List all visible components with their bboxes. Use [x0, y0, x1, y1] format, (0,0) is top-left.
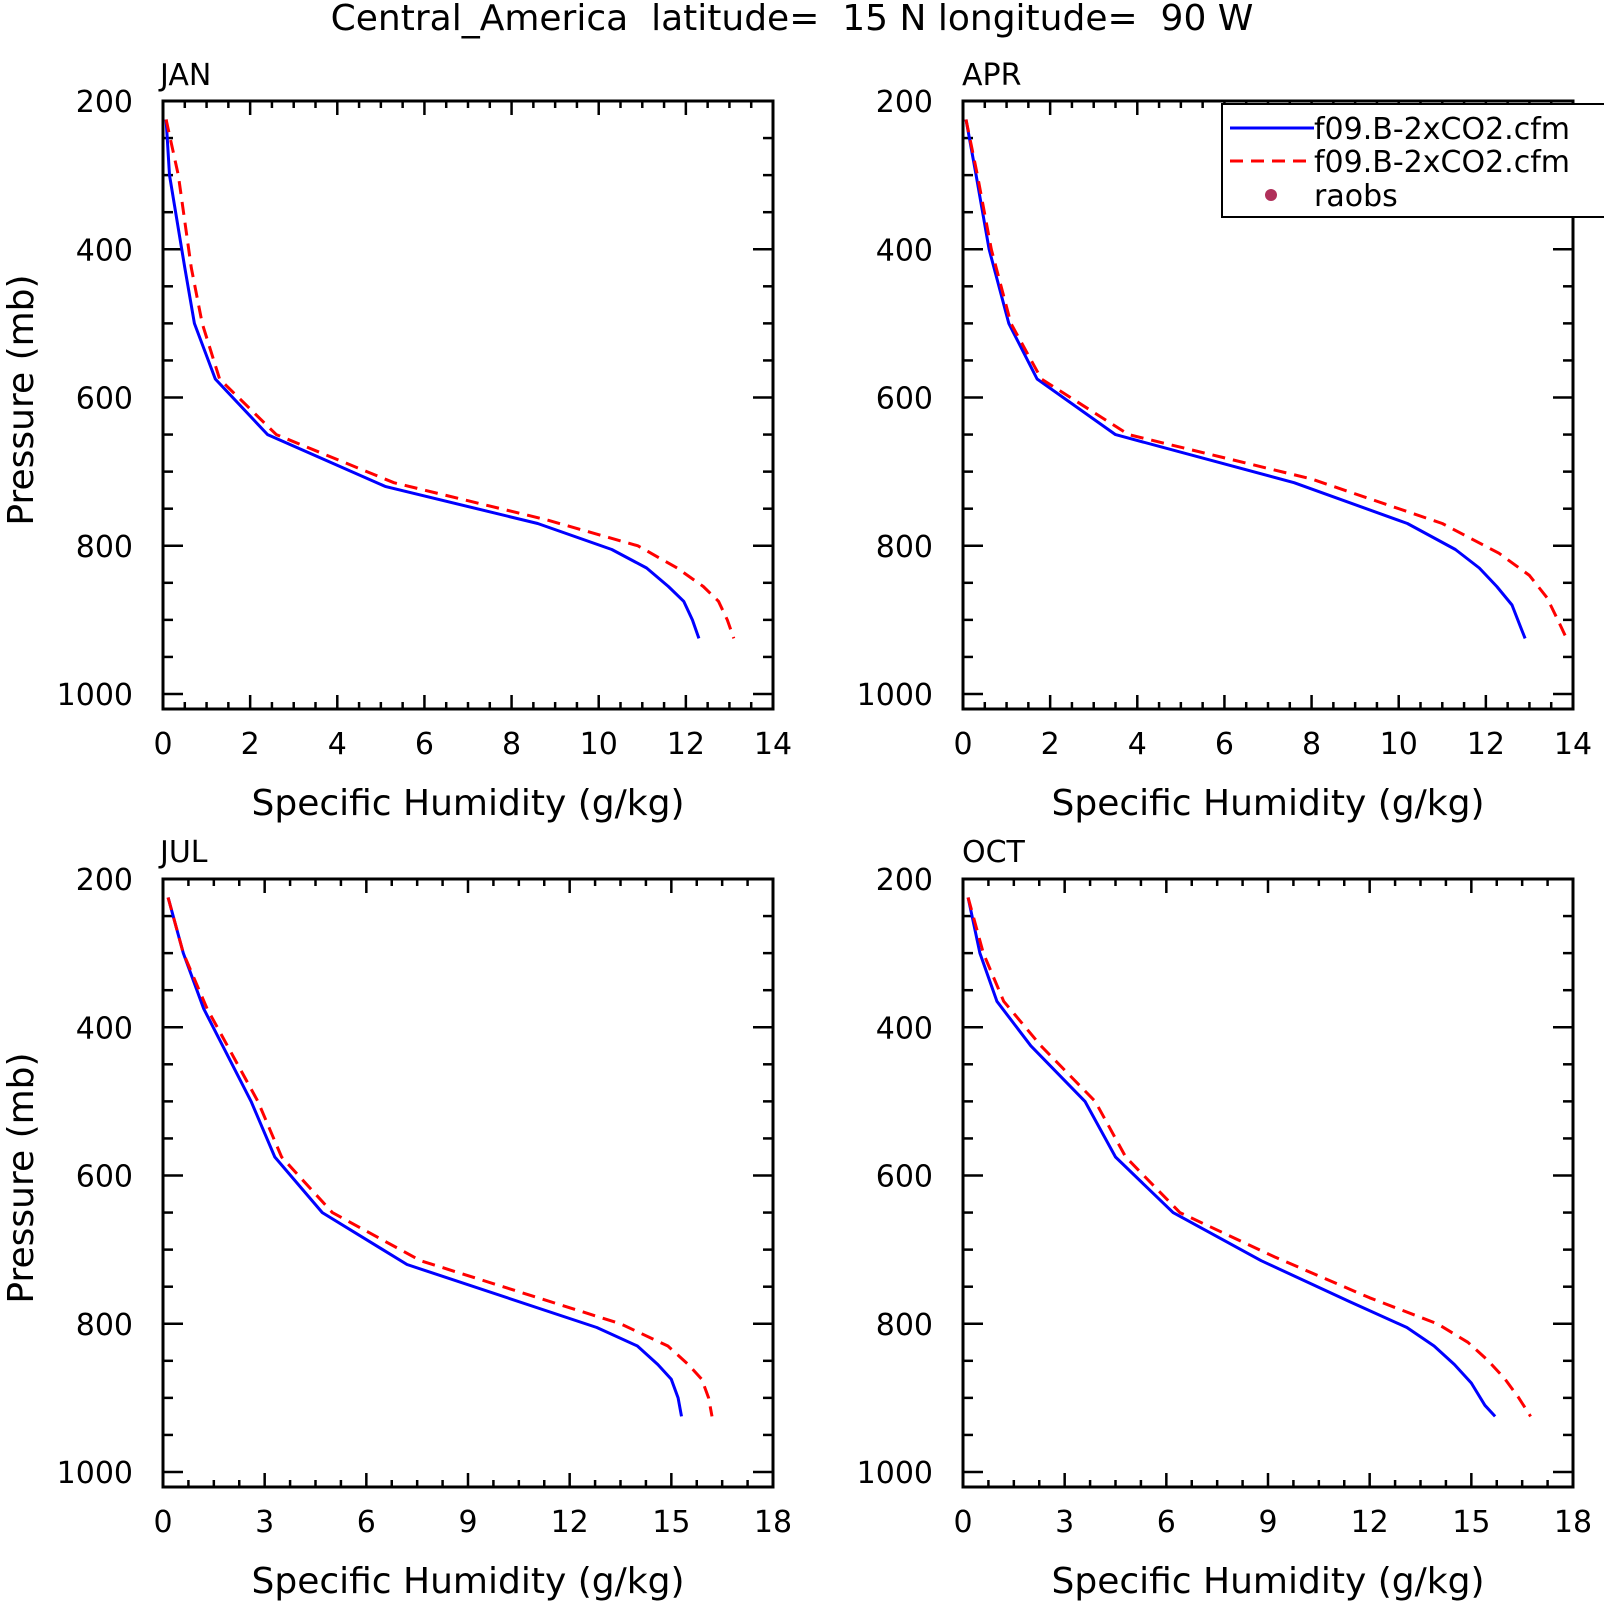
- x-tick-label: 18: [1554, 1505, 1592, 1540]
- legend-marker-raobs: [1265, 189, 1277, 201]
- y-tick-label: 600: [76, 382, 133, 417]
- y-tick-label: 1000: [57, 1456, 133, 1491]
- x-tick-label: 8: [502, 727, 521, 762]
- x-tick-label: 0: [153, 1505, 172, 1540]
- x-tick-label: 4: [328, 727, 347, 762]
- plot-frame: [161, 877, 775, 1489]
- x-tick-label: 4: [1128, 727, 1147, 762]
- legend-box: [1221, 103, 1604, 218]
- plot-frame: [161, 99, 775, 711]
- x-tick-label: 12: [1467, 727, 1505, 762]
- x-tick-label: 6: [1215, 727, 1234, 762]
- x-tick-label: 6: [415, 727, 434, 762]
- y-tick-label: 1000: [57, 678, 133, 713]
- legend: f09.B-2xCO2.cfm f09.B-2xCO2.cfm raobs: [1221, 103, 1604, 218]
- panel-label: JAN: [158, 58, 211, 93]
- y-tick-label: 600: [876, 382, 933, 417]
- x-tick-label: 15: [652, 1505, 690, 1540]
- x-tick-label: 15: [1452, 1505, 1490, 1540]
- x-axis-label: Specific Humidity (g/kg): [251, 1561, 684, 1602]
- legend-label: raobs: [1314, 179, 1398, 214]
- x-tick-label: 6: [357, 1505, 376, 1540]
- y-tick-label: 600: [76, 1160, 133, 1195]
- y-tick-label: 1000: [857, 1456, 933, 1491]
- x-axis-label: Specific Humidity (g/kg): [251, 783, 684, 824]
- y-tick-label: 200: [76, 85, 133, 120]
- plot-frame: [961, 877, 1575, 1489]
- series-line-solid: [966, 897, 1497, 1418]
- x-tick-label: 3: [1055, 1505, 1074, 1540]
- x-tick-label: 14: [754, 727, 792, 762]
- series-line-dashed: [966, 897, 1532, 1418]
- x-tick-label: 12: [667, 727, 705, 762]
- series-line-solid: [964, 119, 1527, 639]
- panel-jan: JAN Pressure (mb) Specific Humidity (g/k…: [1, 58, 792, 824]
- y-tick-label: 400: [876, 233, 933, 268]
- y-tick-label: 200: [876, 863, 933, 898]
- x-axis-label: Specific Humidity (g/kg): [1051, 783, 1484, 824]
- panel-label: JUL: [158, 835, 208, 870]
- series-line-dashed: [964, 119, 1568, 640]
- series-line-dashed: [166, 897, 714, 1417]
- series-line-solid: [166, 897, 683, 1417]
- x-tick-label: 10: [580, 727, 618, 762]
- y-axis-label: Pressure (mb): [1, 1052, 42, 1303]
- y-axis-label: Pressure (mb): [1, 274, 42, 525]
- y-tick-label: 200: [76, 863, 133, 898]
- y-tick-label: 600: [876, 1160, 933, 1195]
- x-tick-label: 0: [953, 727, 972, 762]
- x-tick-label: 0: [953, 1505, 972, 1540]
- x-tick-label: 10: [1380, 727, 1418, 762]
- y-tick-label: 400: [876, 1011, 933, 1046]
- y-tick-label: 800: [876, 1308, 933, 1343]
- x-tick-label: 6: [1157, 1505, 1176, 1540]
- legend-label: f09.B-2xCO2.cfm: [1314, 145, 1570, 180]
- x-tick-label: 2: [241, 727, 260, 762]
- x-tick-label: 8: [1302, 727, 1321, 762]
- y-tick-label: 1000: [857, 678, 933, 713]
- y-tick-label: 200: [876, 85, 933, 120]
- x-tick-label: 0: [153, 727, 172, 762]
- x-tick-label: 9: [458, 1505, 477, 1540]
- legend-label: f09.B-2xCO2.cfm: [1314, 112, 1570, 147]
- panel-label: OCT: [962, 835, 1026, 870]
- x-tick-label: 12: [551, 1505, 589, 1540]
- series-line-dashed: [164, 119, 736, 639]
- series-line-solid: [164, 119, 701, 639]
- x-tick-label: 9: [1258, 1505, 1277, 1540]
- x-tick-label: 2: [1041, 727, 1060, 762]
- y-tick-label: 400: [76, 233, 133, 268]
- panel-jul: JUL Pressure (mb) Specific Humidity (g/k…: [1, 835, 792, 1602]
- x-axis-label: Specific Humidity (g/kg): [1051, 1561, 1484, 1602]
- y-tick-label: 800: [76, 1308, 133, 1343]
- panel-label: APR: [962, 58, 1021, 93]
- y-tick-label: 800: [876, 530, 933, 565]
- y-tick-label: 400: [76, 1011, 133, 1046]
- x-tick-label: 3: [255, 1505, 274, 1540]
- x-tick-label: 12: [1351, 1505, 1389, 1540]
- y-tick-label: 800: [76, 530, 133, 565]
- panel-oct: OCT Specific Humidity (g/kg) 0 3 6 9 12 15 18 2…: [857, 835, 1592, 1602]
- x-tick-label: 18: [754, 1505, 792, 1540]
- figure-title: Central_America latitude= 15 N longitude…: [331, 0, 1254, 39]
- x-tick-label: 14: [1554, 727, 1592, 762]
